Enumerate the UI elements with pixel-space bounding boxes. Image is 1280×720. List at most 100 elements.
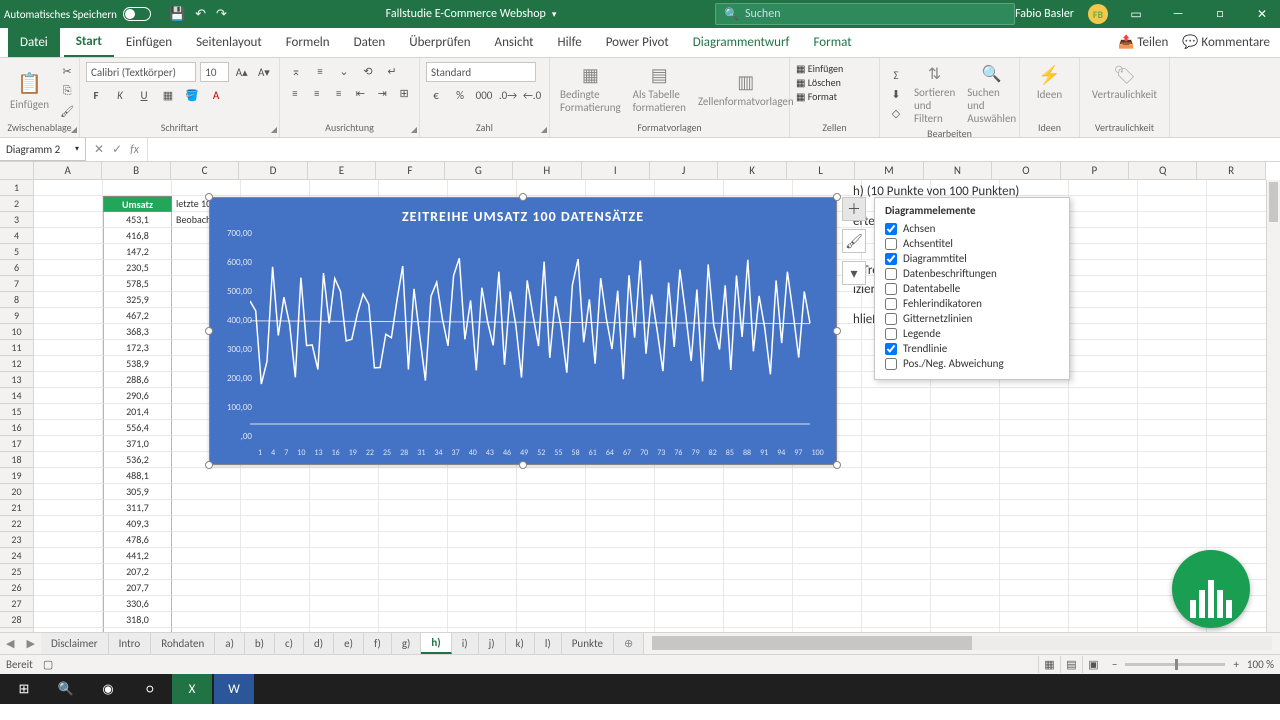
add-sheet-button[interactable]: ⊕ — [614, 633, 644, 654]
sheet-tab[interactable]: j) — [479, 633, 506, 654]
indent-left-icon[interactable]: ⇤ — [351, 84, 369, 102]
shrink-font-icon[interactable]: A▾ — [255, 63, 273, 81]
comma-icon[interactable]: 000 — [474, 86, 494, 104]
sheet-tab[interactable]: Intro — [109, 633, 152, 654]
tab-format[interactable]: Format — [802, 28, 864, 57]
tab-help[interactable]: Hilfe — [546, 28, 594, 57]
col-header-M[interactable]: M — [855, 162, 923, 179]
row-header-28[interactable]: 28 — [0, 612, 33, 628]
sheet-tab[interactable]: Rohdaten — [151, 633, 215, 654]
tab-file[interactable]: Datei — [8, 28, 60, 57]
tab-view[interactable]: Ansicht — [483, 28, 546, 57]
cancel-formula-icon[interactable]: ✕ — [94, 142, 104, 157]
underline-button[interactable]: U — [134, 86, 154, 104]
sheet-tab[interactable]: k) — [506, 633, 535, 654]
cell-styles-button[interactable]: ▥Zellenformatvorlagen — [694, 69, 798, 110]
cell[interactable]: 453,1 — [103, 212, 172, 228]
cell[interactable]: 467,2 — [103, 308, 172, 324]
chart-styles-button[interactable]: 🖌 — [842, 229, 866, 253]
row-header-14[interactable]: 14 — [0, 388, 33, 404]
align-left-icon[interactable]: ≡ — [286, 84, 304, 102]
row-header-17[interactable]: 17 — [0, 436, 33, 452]
chart-element-option[interactable]: Achsen — [885, 221, 1059, 236]
chart-filters-button[interactable]: ▾ — [842, 261, 866, 285]
cell[interactable]: 325,9 — [103, 292, 172, 308]
number-format-select[interactable]: Standard — [426, 62, 536, 82]
zoom-in-button[interactable]: + — [1233, 658, 1238, 671]
cell[interactable]: 478,6 — [103, 532, 172, 548]
sheet-tab[interactable]: a) — [215, 633, 245, 654]
chart-element-option[interactable]: Diagrammtitel — [885, 251, 1059, 266]
tab-review[interactable]: Überprüfen — [397, 28, 482, 57]
maximize-icon[interactable]: □ — [1206, 7, 1234, 21]
tab-formulas[interactable]: Formeln — [274, 28, 342, 57]
autosum-icon[interactable]: Σ — [886, 67, 906, 85]
grow-font-icon[interactable]: A▴ — [233, 63, 251, 81]
sheet-nav-next[interactable]: ▶ — [20, 633, 40, 654]
cell[interactable]: 288,6 — [103, 372, 172, 388]
vertical-scrollbar[interactable] — [1266, 180, 1280, 632]
cell[interactable]: 201,4 — [103, 404, 172, 420]
conditional-formatting-button[interactable]: ▦Bedingte Formatierung — [556, 62, 625, 116]
font-name-select[interactable]: Calibri (Textkörper) — [86, 62, 196, 82]
column-headers[interactable]: ABCDEFGHIJKLMNOPQR — [34, 162, 1266, 180]
row-header-22[interactable]: 22 — [0, 516, 33, 532]
sheet-tab[interactable]: l) — [535, 633, 562, 654]
wrap-text-icon[interactable]: ↵ — [382, 62, 402, 80]
fill-icon[interactable]: ⬇ — [886, 86, 906, 104]
chart-element-option[interactable]: Datentabelle — [885, 281, 1059, 296]
delete-cells-button[interactable]: ▦ Löschen — [796, 76, 873, 89]
inc-decimal-icon[interactable]: .0→ — [498, 86, 518, 104]
tab-insert[interactable]: Einfügen — [114, 28, 184, 57]
row-header-4[interactable]: 4 — [0, 228, 33, 244]
row-header-13[interactable]: 13 — [0, 372, 33, 388]
insert-function-icon[interactable]: fx — [130, 143, 139, 157]
view-buttons[interactable]: ▦▤▣ — [1038, 656, 1104, 673]
row-header-6[interactable]: 6 — [0, 260, 33, 276]
chart-element-option[interactable]: Trendlinie — [885, 341, 1059, 356]
row-headers[interactable]: 1234567891011121314151617181920212223242… — [0, 180, 34, 632]
sheet-tab[interactable]: Punkte — [562, 633, 614, 654]
cell[interactable]: 459,3 — [103, 628, 172, 632]
row-header-10[interactable]: 10 — [0, 324, 33, 340]
italic-button[interactable]: K — [110, 86, 130, 104]
excel-taskbar-icon[interactable]: X — [172, 674, 212, 704]
cell[interactable]: 409,3 — [103, 516, 172, 532]
chart-element-option[interactable]: Achsentitel — [885, 236, 1059, 251]
zoom-level[interactable]: 100 % — [1247, 658, 1274, 671]
col-header-I[interactable]: I — [582, 162, 650, 179]
comments-button[interactable]: 💬 Kommentare — [1182, 35, 1270, 50]
paste-button[interactable]: 📋Einfügen — [6, 69, 53, 113]
tab-data[interactable]: Daten — [342, 28, 398, 57]
col-header-B[interactable]: B — [102, 162, 170, 179]
col-header-O[interactable]: O — [992, 162, 1060, 179]
cell[interactable]: 330,6 — [103, 596, 172, 612]
cell[interactable]: 305,9 — [103, 484, 172, 500]
cell[interactable]: 538,9 — [103, 356, 172, 372]
tab-powerpivot[interactable]: Power Pivot — [594, 28, 681, 57]
chart-element-option[interactable]: Legende — [885, 326, 1059, 341]
row-header-27[interactable]: 27 — [0, 596, 33, 612]
indent-right-icon[interactable]: ⇥ — [373, 84, 391, 102]
zoom-slider[interactable] — [1125, 663, 1225, 666]
row-header-25[interactable]: 25 — [0, 564, 33, 580]
row-header-18[interactable]: 18 — [0, 452, 33, 468]
col-header-F[interactable]: F — [376, 162, 444, 179]
sheet-tab[interactable]: d) — [304, 633, 334, 654]
zoom-out-button[interactable]: − — [1112, 658, 1117, 671]
cell[interactable]: 147,2 — [103, 244, 172, 260]
cell[interactable]: 318,0 — [103, 612, 172, 628]
cell[interactable]: 556,4 — [103, 420, 172, 436]
tab-layout[interactable]: Seitenlayout — [184, 28, 274, 57]
row-header-24[interactable]: 24 — [0, 548, 33, 564]
macro-record-icon[interactable]: ▢ — [43, 658, 53, 671]
cell[interactable]: 536,2 — [103, 452, 172, 468]
sort-filter-button[interactable]: ⇅Sortieren und Filtern — [910, 62, 959, 127]
row-header-5[interactable]: 5 — [0, 244, 33, 260]
close-icon[interactable]: ✕ — [1248, 7, 1276, 22]
sheet-nav-prev[interactable]: ◀ — [0, 633, 20, 654]
merge-icon[interactable]: ⊞ — [395, 84, 413, 102]
copy-icon[interactable]: ⎘ — [57, 82, 77, 100]
sheet-tab[interactable]: c) — [275, 633, 304, 654]
col-header-J[interactable]: J — [650, 162, 718, 179]
